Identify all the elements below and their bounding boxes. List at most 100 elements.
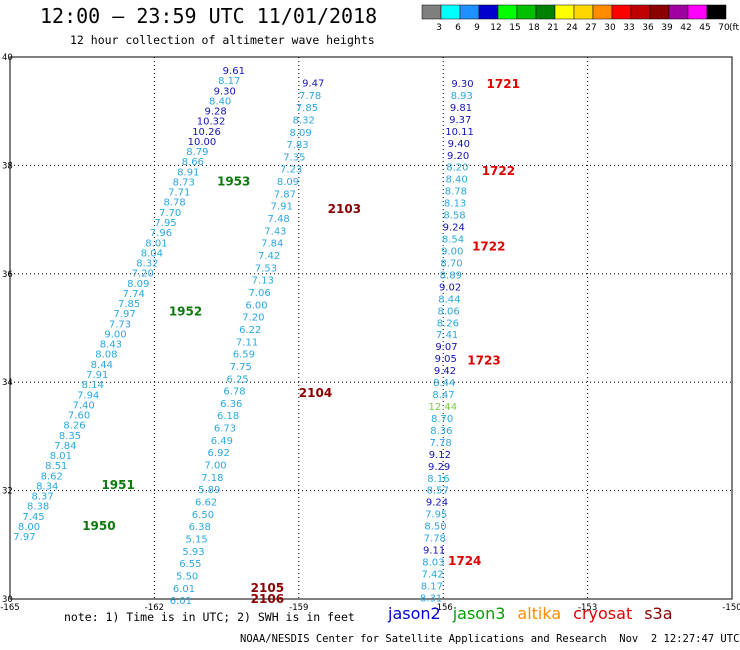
wave-height-value: 7.48 bbox=[267, 214, 289, 225]
wave-height-value: 8.38 bbox=[27, 502, 49, 513]
latitude-tick-label: 32 bbox=[2, 487, 13, 497]
color-swatch bbox=[687, 4, 708, 20]
wave-height-value: 6.50 bbox=[192, 510, 214, 521]
pass-number-label: 1721 bbox=[487, 77, 520, 91]
color-swatch bbox=[478, 4, 499, 20]
wave-height-value: 8.37 bbox=[32, 492, 54, 503]
wave-height-value: 8.26 bbox=[437, 318, 459, 329]
wave-height-value: 9.24 bbox=[443, 223, 465, 234]
longitude-tick-label: -150 bbox=[722, 603, 740, 613]
wave-height-value: 7.13 bbox=[252, 276, 274, 287]
wave-height-value: 8.08 bbox=[95, 350, 117, 361]
wave-height-value: 5.50 bbox=[176, 571, 198, 582]
satellite-cryosat: cryosat bbox=[573, 604, 633, 623]
wave-height-value: 8.04 bbox=[141, 248, 163, 259]
wave-height-value: 7.97 bbox=[13, 532, 35, 543]
wave-height-value: 7.71 bbox=[168, 188, 190, 199]
wave-height-value: 8.70 bbox=[431, 414, 453, 425]
pass-number-label: 2104 bbox=[299, 386, 332, 400]
wave-height-value: 7.95 bbox=[425, 510, 447, 521]
wave-height-value: 8.66 bbox=[182, 157, 204, 168]
wave-height-value: 7.94 bbox=[77, 390, 99, 401]
color-swatch bbox=[535, 4, 556, 20]
latitude-tick-label: 38 bbox=[2, 161, 13, 171]
pass-number-label: 1950 bbox=[82, 519, 115, 533]
wave-height-value: 7.95 bbox=[154, 218, 176, 229]
longitude-tick-label: -165 bbox=[0, 603, 19, 613]
wave-height-value: 8.00 bbox=[18, 522, 40, 533]
altimeter-tracks: 9.618.179.308.409.2810.3210.2610.008.798… bbox=[13, 66, 474, 607]
longitude-tick-label: -153 bbox=[578, 603, 597, 613]
plot-frame bbox=[9, 56, 733, 600]
wave-height-value: 8.35 bbox=[59, 431, 81, 442]
wave-height-value: 6.18 bbox=[217, 411, 239, 422]
wave-height-value: 7.20 bbox=[132, 269, 154, 280]
color-swatch bbox=[573, 4, 594, 20]
wave-height-value: 7.83 bbox=[286, 140, 308, 151]
wave-height-value: 10.26 bbox=[192, 127, 221, 138]
wave-height-value: 8.26 bbox=[63, 421, 85, 432]
wave-height-value: 10.00 bbox=[188, 137, 217, 148]
wave-height-value: 9.00 bbox=[104, 329, 126, 340]
wave-height-value: 8.50 bbox=[424, 522, 446, 533]
color-scale-tick: 30 bbox=[604, 23, 616, 33]
lat-lon-grid bbox=[10, 57, 732, 599]
color-swatch bbox=[459, 4, 480, 20]
color-swatch bbox=[611, 4, 632, 20]
wave-height-value: 8.51 bbox=[45, 461, 67, 472]
pass-number-label: 1724 bbox=[448, 554, 481, 568]
wave-height-value: 8.47 bbox=[432, 390, 454, 401]
wave-height-value: 9.24 bbox=[426, 498, 448, 509]
pass-number-label: 2103 bbox=[328, 202, 361, 216]
wave-height-value: 8.44 bbox=[438, 294, 460, 305]
wave-height-value: 9.20 bbox=[447, 151, 469, 162]
wave-height-value: 7.85 bbox=[118, 299, 140, 310]
wave-height-value: 8.36 bbox=[430, 426, 452, 437]
axis-ticks: 40 38 36 34 32 30-165 -162 -159 -156 -153 -150 bbox=[0, 53, 740, 613]
wave-height-value: 8.20 bbox=[446, 163, 468, 174]
wave-height-value: 6.01 bbox=[170, 596, 192, 607]
wave-height-value: 9.30 bbox=[451, 79, 473, 90]
wave-height-value: 8.14 bbox=[82, 380, 104, 391]
color-scale-tick: 9 bbox=[474, 23, 480, 33]
wave-height-value: 7.18 bbox=[201, 473, 223, 484]
wave-height-value: 8.09 bbox=[290, 128, 312, 139]
credit-footer: NOAA/NESDIS Center for Satellite Applica… bbox=[240, 633, 740, 645]
wave-height-value: 6.49 bbox=[211, 436, 233, 447]
wave-height-value: 8.44 bbox=[91, 360, 113, 371]
wave-height-value: 9.11 bbox=[423, 546, 445, 557]
wave-height-value: 7.85 bbox=[296, 103, 318, 114]
color-swatch bbox=[706, 4, 727, 20]
wave-height-value: 7.73 bbox=[109, 319, 131, 330]
map-subtitle: 12 hour collection of altimeter wave hei… bbox=[70, 33, 375, 47]
wave-height-value: 7.42 bbox=[421, 569, 443, 580]
satellite-altika: altika bbox=[517, 604, 562, 623]
wave-height-value: 8.54 bbox=[442, 235, 464, 246]
latitude-tick-label: 30 bbox=[2, 595, 13, 605]
wave-height-value: 7.84 bbox=[54, 441, 76, 452]
color-scale-unit: (ft) bbox=[729, 23, 740, 33]
wave-height-value: 9.47 bbox=[302, 78, 324, 89]
color-swatch bbox=[592, 4, 613, 20]
pass-number-label: 1722 bbox=[482, 164, 515, 178]
color-swatch bbox=[630, 4, 651, 20]
color-swatch bbox=[668, 4, 689, 20]
wave-height-value: 6.62 bbox=[195, 497, 217, 508]
wave-height-value: 5.15 bbox=[185, 534, 207, 545]
latitude-tick-label: 40 bbox=[2, 53, 13, 63]
wave-height-value: 7.96 bbox=[150, 228, 172, 239]
wave-height-value: 5.93 bbox=[182, 547, 204, 558]
wave-height-value: 7.60 bbox=[68, 411, 90, 422]
pass-number-label: 2105 bbox=[251, 581, 284, 595]
wave-height-value: 12.44 bbox=[428, 402, 457, 413]
wave-height-value: 8.09 bbox=[277, 177, 299, 188]
wave-height-value: 9.40 bbox=[448, 139, 470, 150]
wave-height-value: 9.30 bbox=[214, 86, 236, 97]
pass-number-label: 2106 bbox=[251, 592, 284, 606]
wave-height-value: 8.16 bbox=[427, 474, 449, 485]
wave-height-value: 6.92 bbox=[208, 448, 230, 459]
wave-height-value: 7.06 bbox=[249, 288, 271, 299]
wave-height-value: 8.40 bbox=[209, 96, 231, 107]
color-swatch bbox=[554, 4, 575, 20]
